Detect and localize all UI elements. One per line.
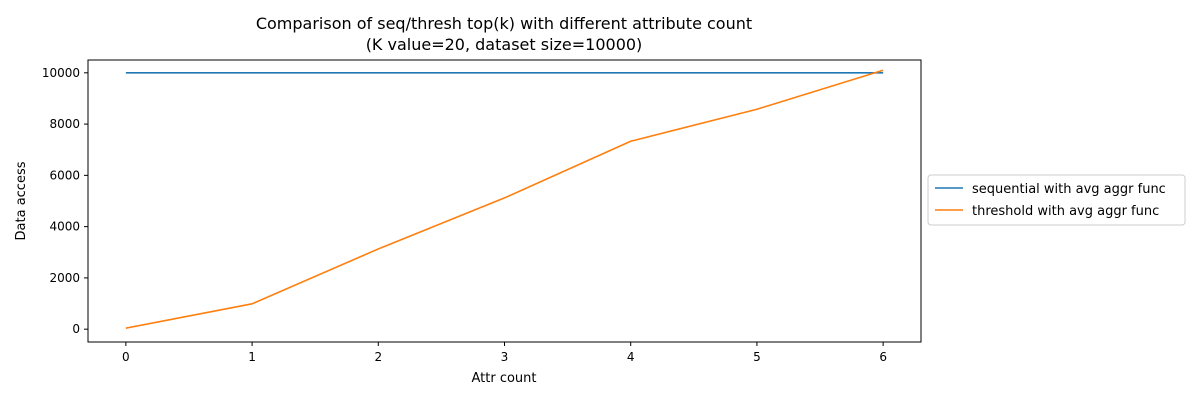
x-axis-ticks: 0 1 2 3 4 5 6 <box>122 342 887 364</box>
series-line-threshold <box>125 69 884 329</box>
chart-title-line-1: Comparison of seq/thresh top(k) with dif… <box>256 14 752 33</box>
x-tick-label: 0 <box>122 350 130 364</box>
y-tick-label: 10000 <box>42 66 80 80</box>
x-tick-label: 5 <box>753 350 761 364</box>
series-layer <box>125 69 884 329</box>
x-tick-label: 3 <box>501 350 509 364</box>
legend-label-sequential: sequential with avg aggr func <box>972 182 1166 197</box>
legend-label-threshold: threshold with avg aggr func <box>972 204 1159 219</box>
chart-title: Comparison of seq/thresh top(k) with dif… <box>256 14 752 54</box>
y-tick-label: 4000 <box>49 220 80 234</box>
y-axis-ticks: 0 2000 4000 6000 8000 10000 <box>42 66 88 336</box>
x-tick-label: 6 <box>879 350 887 364</box>
y-tick-label: 2000 <box>49 271 80 285</box>
chart-title-line-2: (K value=20, dataset size=10000) <box>366 35 643 54</box>
x-tick-label: 4 <box>627 350 635 364</box>
y-tick-label: 6000 <box>49 168 80 182</box>
y-tick-label: 8000 <box>49 117 80 131</box>
legend: sequential with avg aggr func threshold … <box>927 174 1186 226</box>
x-tick-label: 1 <box>248 350 256 364</box>
legend-box <box>927 174 1186 226</box>
x-axis-label: Attr count <box>471 371 536 386</box>
x-tick-label: 2 <box>374 350 382 364</box>
y-axis-label: Data access <box>14 161 29 240</box>
y-tick-label: 0 <box>72 322 80 336</box>
plot-frame <box>87 59 922 343</box>
